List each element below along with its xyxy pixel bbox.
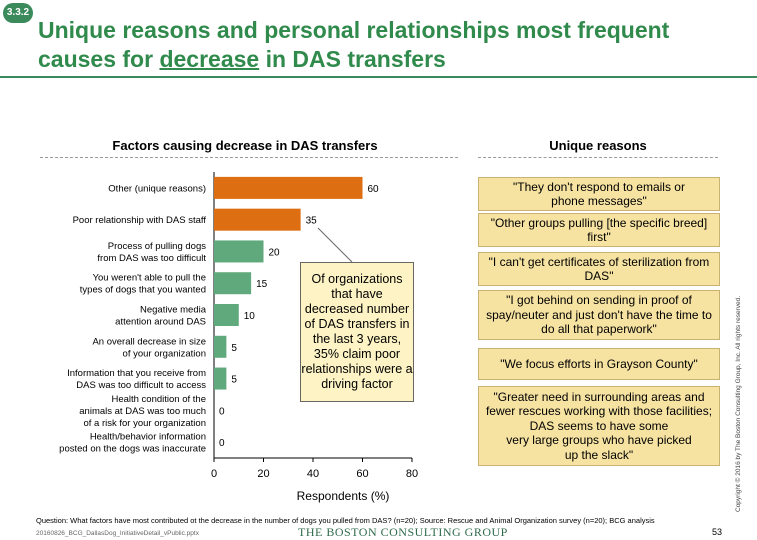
reason-note: "Greater need in surrounding areas and f… <box>478 386 720 466</box>
callout-box: Of organizations that have decreased num… <box>300 262 414 402</box>
x-tick-label: 20 <box>257 468 269 480</box>
x-tick-label: 60 <box>356 468 368 480</box>
bar-value-label: 5 <box>231 343 237 354</box>
chart-heading: Factors causing decrease in DAS transfer… <box>112 138 378 153</box>
category-label: Information that you receive from <box>67 368 206 379</box>
reason-note: "Other groups pulling [the specific bree… <box>478 213 720 247</box>
category-label: Health condition of the <box>111 394 206 405</box>
bar-value-label: 35 <box>306 216 318 227</box>
section-tag: 3.3.2 <box>3 3 33 23</box>
bar <box>214 367 227 390</box>
title-underlined: decrease <box>159 46 260 72</box>
page-number: 53 <box>712 527 723 537</box>
bar-value-label: 20 <box>269 247 281 258</box>
bar-value-label: 5 <box>231 375 237 386</box>
bar-value-label: 10 <box>244 311 256 322</box>
title-after: in DAS transfers <box>259 46 446 72</box>
copyright: Copyright © 2016 by The Boston Consultin… <box>735 295 742 512</box>
bar <box>214 208 301 231</box>
reasons-heading: Unique reasons <box>549 138 647 153</box>
x-tick-label: 80 <box>406 468 418 480</box>
category-label: animals at DAS was too much <box>79 406 206 417</box>
category-label: You weren't able to pull the <box>93 273 206 284</box>
bar-value-label: 60 <box>368 184 380 195</box>
bar-value-label: 0 <box>219 406 225 417</box>
bar <box>214 272 252 295</box>
category-label: Health/behavior information <box>90 432 206 443</box>
page-title: Unique reasons and personal relationship… <box>38 16 738 74</box>
reason-note: "I got behind on sending in proof of spa… <box>478 290 720 340</box>
reason-note: "We focus efforts in Grayson County" <box>478 348 720 380</box>
title-before: Unique reasons and personal relationship… <box>38 17 670 72</box>
category-label: posted on the dogs was inaccurate <box>59 444 206 455</box>
reason-note: "They don't respond to emails or phone m… <box>478 177 720 211</box>
bar <box>214 176 363 199</box>
chart-heading-divider <box>40 157 458 158</box>
category-label: Process of pulling dogs <box>108 241 206 252</box>
bar-value-label: 15 <box>256 279 268 290</box>
category-label: An overall decrease in size <box>92 336 206 347</box>
bar <box>214 304 239 326</box>
category-label: of your organization <box>123 348 206 359</box>
callout-pointer <box>317 227 353 263</box>
category-label: DAS was too difficult to access <box>76 380 206 391</box>
x-axis-label: Respondents (%) <box>297 489 390 503</box>
reasons-heading-divider <box>478 157 718 158</box>
x-tick-label: 40 <box>307 468 319 480</box>
category-label: Poor relationship with DAS staff <box>73 215 207 226</box>
bar <box>214 240 264 263</box>
category-label: Other (unique reasons) <box>108 183 206 194</box>
reason-note: "I can't get certificates of sterilizati… <box>478 252 720 286</box>
bar-value-label: 0 <box>219 438 225 449</box>
title-rule <box>0 76 757 78</box>
bar <box>214 335 227 358</box>
bcg-logo: THE BOSTON CONSULTING GROUP <box>298 525 508 539</box>
file-name: 20160826_BCG_DallasDog_InitiativeDetail_… <box>36 530 199 537</box>
x-tick-label: 0 <box>211 468 217 480</box>
category-label: of a risk for your organization <box>83 418 206 429</box>
category-label: Negative media <box>140 305 207 316</box>
category-label: types of dogs that you wanted <box>80 285 206 296</box>
category-label: attention around DAS <box>115 317 206 328</box>
footnote: Question: What factors have most contrib… <box>36 516 655 525</box>
category-label: from DAS was too difficult <box>97 253 206 264</box>
